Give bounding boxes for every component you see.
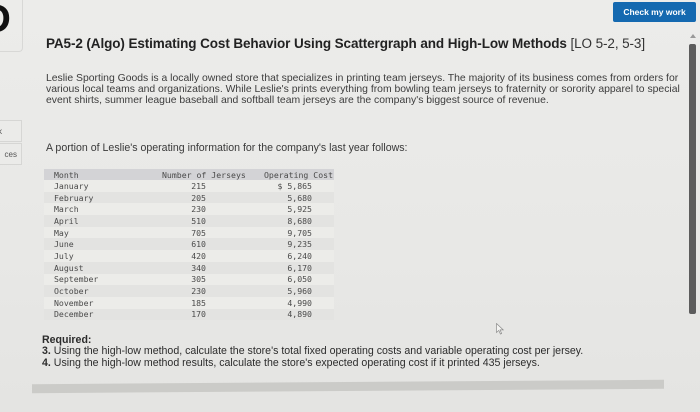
cost-cell: $ 5,865 xyxy=(262,180,334,192)
sidebar-button-1[interactable]: k xyxy=(0,120,22,142)
required-item-3: 3. Using the high-low method, calculate … xyxy=(42,345,682,358)
sidebar-button-references[interactable]: ces xyxy=(0,143,22,165)
logo-icon: D xyxy=(0,0,18,44)
header-cost: Operating Cost xyxy=(262,169,334,180)
jerseys-cell: 230 xyxy=(148,203,262,216)
table-row: August 340 6,170 xyxy=(44,261,334,274)
header-month: Month xyxy=(44,169,148,180)
answer-tab-bar xyxy=(32,379,664,394)
month-cell: May xyxy=(44,226,148,239)
required-item-text: Using the high-low method, calculate the… xyxy=(50,345,584,357)
cost-cell: 6,050 xyxy=(262,273,334,286)
required-item-number: 3. xyxy=(42,345,51,357)
jerseys-cell: 420 xyxy=(148,250,262,262)
table-row: October 230 5,960 xyxy=(44,285,334,297)
problem-intro: Leslie Sporting Goods is a locally owned… xyxy=(46,73,680,106)
jerseys-cell: 215 xyxy=(148,180,262,192)
scroll-up-arrow-icon[interactable] xyxy=(690,34,696,38)
jerseys-cell: 230 xyxy=(148,285,262,297)
table-row: November 185 4,990 xyxy=(44,296,334,309)
required-item-text: Using the high-low method results, calcu… xyxy=(50,356,540,369)
required-item-4: 4. Using the high-low method results, ca… xyxy=(42,356,682,370)
problem-title: PA5-2 (Algo) Estimating Cost Behavior Us… xyxy=(46,36,686,51)
table-row: July 420 6,240 xyxy=(44,250,334,262)
jerseys-cell: 510 xyxy=(148,215,262,227)
table-row: March 230 5,925 xyxy=(44,203,334,216)
check-my-work-button[interactable]: Check my work xyxy=(613,2,696,22)
table-row: April 510 8,680 xyxy=(44,215,334,227)
month-cell: April xyxy=(44,215,148,227)
table-row: May 705 9,705 xyxy=(44,226,334,239)
table-row: June 610 9,235 xyxy=(44,238,334,251)
cost-cell: 6,170 xyxy=(262,261,334,274)
table-header-row: Month Number of Jerseys Operating Cost xyxy=(44,169,334,180)
required-heading: Required: xyxy=(42,334,92,346)
scrollbar[interactable] xyxy=(688,34,698,334)
month-cell: December xyxy=(44,308,148,321)
mouse-cursor-icon xyxy=(496,323,504,335)
jerseys-cell: 205 xyxy=(148,191,262,204)
cost-cell: 9,235 xyxy=(262,238,334,251)
jerseys-cell: 610 xyxy=(148,238,262,251)
jerseys-cell: 705 xyxy=(148,226,262,239)
table-row: September 305 6,050 xyxy=(44,273,334,286)
problem-title-text: PA5-2 (Algo) Estimating Cost Behavior Us… xyxy=(46,36,567,51)
cost-cell: 5,960 xyxy=(262,285,334,297)
cost-cell: 6,240 xyxy=(262,250,334,262)
month-cell: August xyxy=(44,261,148,274)
cost-cell: 5,680 xyxy=(262,191,334,204)
cost-cell: 4,990 xyxy=(262,296,334,309)
cost-cell: 4,890 xyxy=(262,308,334,321)
jerseys-cell: 305 xyxy=(148,273,262,286)
month-cell: March xyxy=(44,203,148,216)
table-row: January 215 $ 5,865 xyxy=(44,180,334,192)
month-cell: November xyxy=(44,296,148,309)
header-jerseys: Number of Jerseys xyxy=(148,169,262,180)
required-section: Required: 3. Using the high-low method, … xyxy=(42,334,682,369)
portion-text: A portion of Leslie's operating informat… xyxy=(46,142,408,154)
month-cell: July xyxy=(44,250,148,262)
table-row: February 205 5,680 xyxy=(44,191,334,204)
month-cell: September xyxy=(44,273,148,286)
month-cell: January xyxy=(44,180,148,192)
cost-cell: 9,705 xyxy=(262,226,334,239)
operating-data-table: Month Number of Jerseys Operating Cost J… xyxy=(44,169,334,321)
learning-objectives: [LO 5-2, 5-3] xyxy=(570,36,646,51)
sidebar-logo-box: D xyxy=(0,0,23,52)
table-row: December 170 4,890 xyxy=(44,308,334,321)
jerseys-cell: 340 xyxy=(148,261,262,274)
required-item-number: 4. xyxy=(42,356,51,369)
scrollbar-thumb[interactable] xyxy=(689,44,696,314)
month-cell: June xyxy=(44,238,148,251)
month-cell: October xyxy=(44,285,148,297)
cost-cell: 8,680 xyxy=(262,215,334,227)
cost-cell: 5,925 xyxy=(262,203,334,216)
month-cell: February xyxy=(44,191,148,204)
jerseys-cell: 170 xyxy=(148,308,262,321)
jerseys-cell: 185 xyxy=(148,296,262,309)
